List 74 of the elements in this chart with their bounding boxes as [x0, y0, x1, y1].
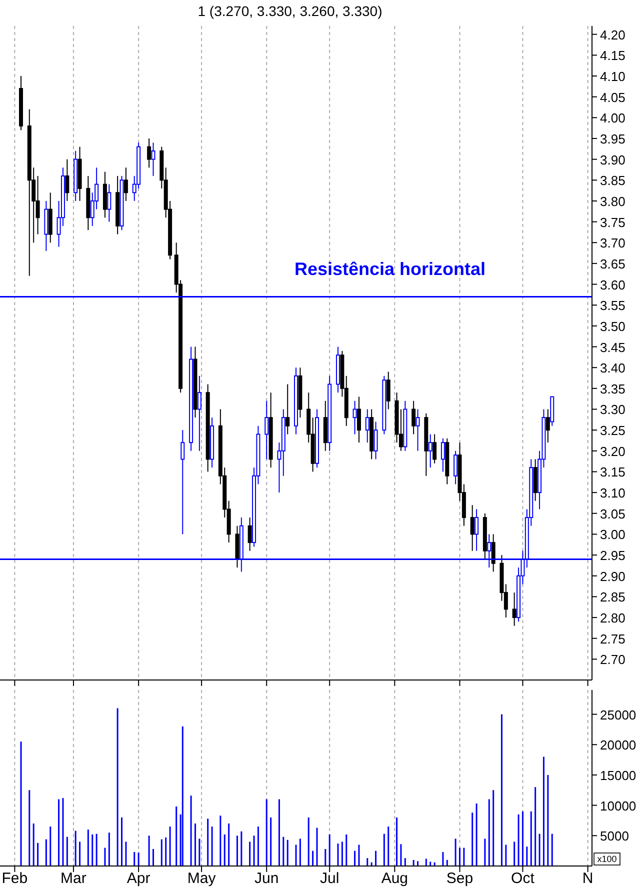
candlestick [107, 184, 112, 222]
y-tick-label: 3.25 [600, 423, 626, 438]
chart-title: 1 (3.270, 3.330, 3.260, 3.330) [198, 3, 382, 19]
candlestick [374, 421, 378, 460]
x-tick-label: Sep [446, 870, 474, 887]
x-tick-label: Aug [381, 870, 408, 887]
candlestick [286, 384, 290, 435]
candlestick [365, 408, 370, 444]
candlestick [512, 592, 516, 626]
y-tick-label: 4.00 [600, 110, 626, 126]
candlestick [147, 138, 152, 168]
x-tick-label: N [582, 870, 594, 887]
x-tick-label: May [187, 870, 216, 887]
y-tick-label: 3.50 [600, 318, 626, 334]
candlestick [454, 450, 458, 485]
y-tick-label: 2.75 [600, 631, 626, 646]
y-tick-label: 3.00 [600, 527, 626, 542]
y-tick-label: 3.55 [600, 298, 626, 314]
y-tick-label: 2.90 [600, 568, 626, 584]
y-tick-label: 3.75 [600, 214, 626, 230]
candlestick [470, 504, 474, 552]
y-tick-label: 3.80 [600, 194, 626, 209]
y-tick-label: 3.35 [600, 381, 626, 396]
y-tick-label: 20000 [600, 738, 636, 753]
candlestick [180, 430, 185, 535]
candlestick [248, 517, 252, 552]
x-tick-label: Feb [2, 870, 28, 887]
candlestick [412, 400, 416, 435]
candlestick [428, 434, 432, 468]
candlestick [356, 396, 361, 444]
y-tick-label: 25000 [600, 707, 636, 722]
y-tick-label: 3.85 [600, 173, 626, 188]
y-tick-label: 3.20 [600, 444, 626, 459]
candlestick [474, 508, 479, 552]
y-tick-label: 3.40 [600, 360, 626, 376]
y-tick-label: 5000 [600, 828, 629, 844]
candlestick [264, 400, 269, 460]
candlestick [491, 534, 496, 572]
x-tick-label: Mar [60, 870, 86, 887]
y-axis-title: x100 [597, 854, 617, 864]
candlestick [151, 142, 156, 176]
x-tick-label: Jul [320, 870, 340, 887]
y-tick-label: 4.20 [600, 27, 626, 42]
y-tick-label: 3.60 [600, 277, 626, 292]
y-tick-label: 2.70 [600, 652, 626, 668]
candlestick [416, 408, 420, 452]
y-tick-label: 4.05 [600, 90, 626, 105]
y-tick-label: 3.90 [600, 152, 626, 168]
y-tick-label: 4.10 [600, 68, 626, 84]
y-tick-label: 4.15 [600, 48, 626, 64]
y-tick-label: 2.85 [600, 590, 626, 605]
candlestick [352, 400, 357, 435]
y-tick-label: 2.95 [600, 548, 626, 564]
y-tick-label: 3.70 [600, 236, 626, 251]
y-tick-label: 3.30 [600, 402, 626, 418]
candlestick [386, 371, 390, 410]
candlestick [546, 408, 550, 444]
y-tick-label: 3.95 [600, 131, 626, 146]
y-tick-label: 3.65 [600, 256, 626, 272]
y-tick-label: 2.80 [600, 610, 626, 626]
y-tick-label: 3.10 [600, 486, 626, 501]
candlestick [440, 438, 445, 472]
y-tick-label: 10000 [600, 798, 636, 814]
y-tick-label: 15000 [600, 768, 636, 783]
y-tick-label: 3.15 [600, 464, 626, 480]
y-tick-label: 3.05 [600, 506, 626, 522]
x-tick-label: Oct [511, 870, 536, 887]
candlestick [124, 167, 128, 202]
x-tick-label: Apr [126, 870, 150, 887]
y-tick-label: 3.45 [600, 340, 626, 355]
ref-line-label: Resistência horizontal [294, 258, 486, 279]
candlestick [197, 375, 202, 452]
candlestick [432, 434, 437, 464]
x-tick-label: Jun [254, 870, 279, 887]
